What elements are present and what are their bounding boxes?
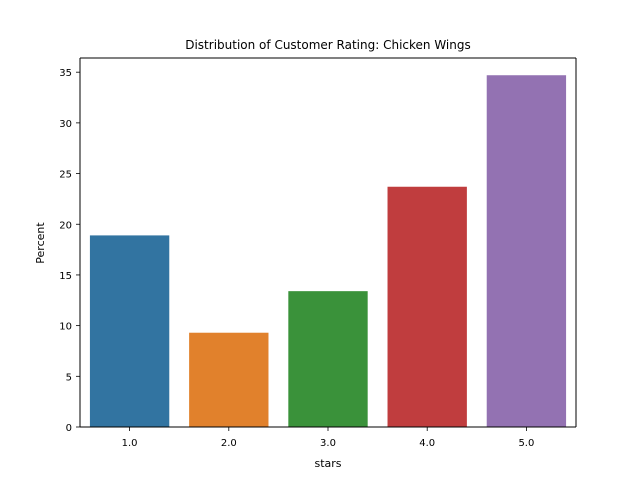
y-axis-label: Percent — [34, 222, 47, 264]
bar-1-0 — [89, 235, 170, 427]
bar-2-0 — [189, 332, 269, 427]
bar-4-0 — [387, 186, 467, 427]
bar-5-0 — [486, 75, 567, 427]
y-tick-label: 15 — [59, 271, 72, 282]
x-tick-label: 2.0 — [221, 438, 237, 449]
y-tick-label: 35 — [59, 68, 72, 79]
x-tick-label: 5.0 — [518, 438, 534, 449]
y-tick-label: 30 — [59, 119, 72, 130]
y-tick-label: 0 — [66, 423, 72, 434]
x-axis-label: stars — [314, 457, 341, 470]
y-axis-ticks: 0 5 10 15 20 25 30 35 — [59, 68, 80, 434]
y-tick-label: 5 — [66, 372, 72, 383]
x-tick-label: 1.0 — [122, 438, 138, 449]
y-tick-label: 10 — [59, 322, 72, 333]
y-tick-label: 25 — [59, 170, 72, 181]
y-tick-label: 20 — [59, 220, 72, 231]
bars-layer — [89, 75, 567, 427]
x-axis-ticks: 1.0 2.0 3.0 4.0 5.0 — [122, 427, 534, 449]
x-tick-label: 3.0 — [320, 438, 336, 449]
x-tick-label: 4.0 — [419, 438, 435, 449]
bar-3-0 — [288, 291, 368, 427]
chart-title: Distribution of Customer Rating: Chicken… — [185, 38, 471, 52]
